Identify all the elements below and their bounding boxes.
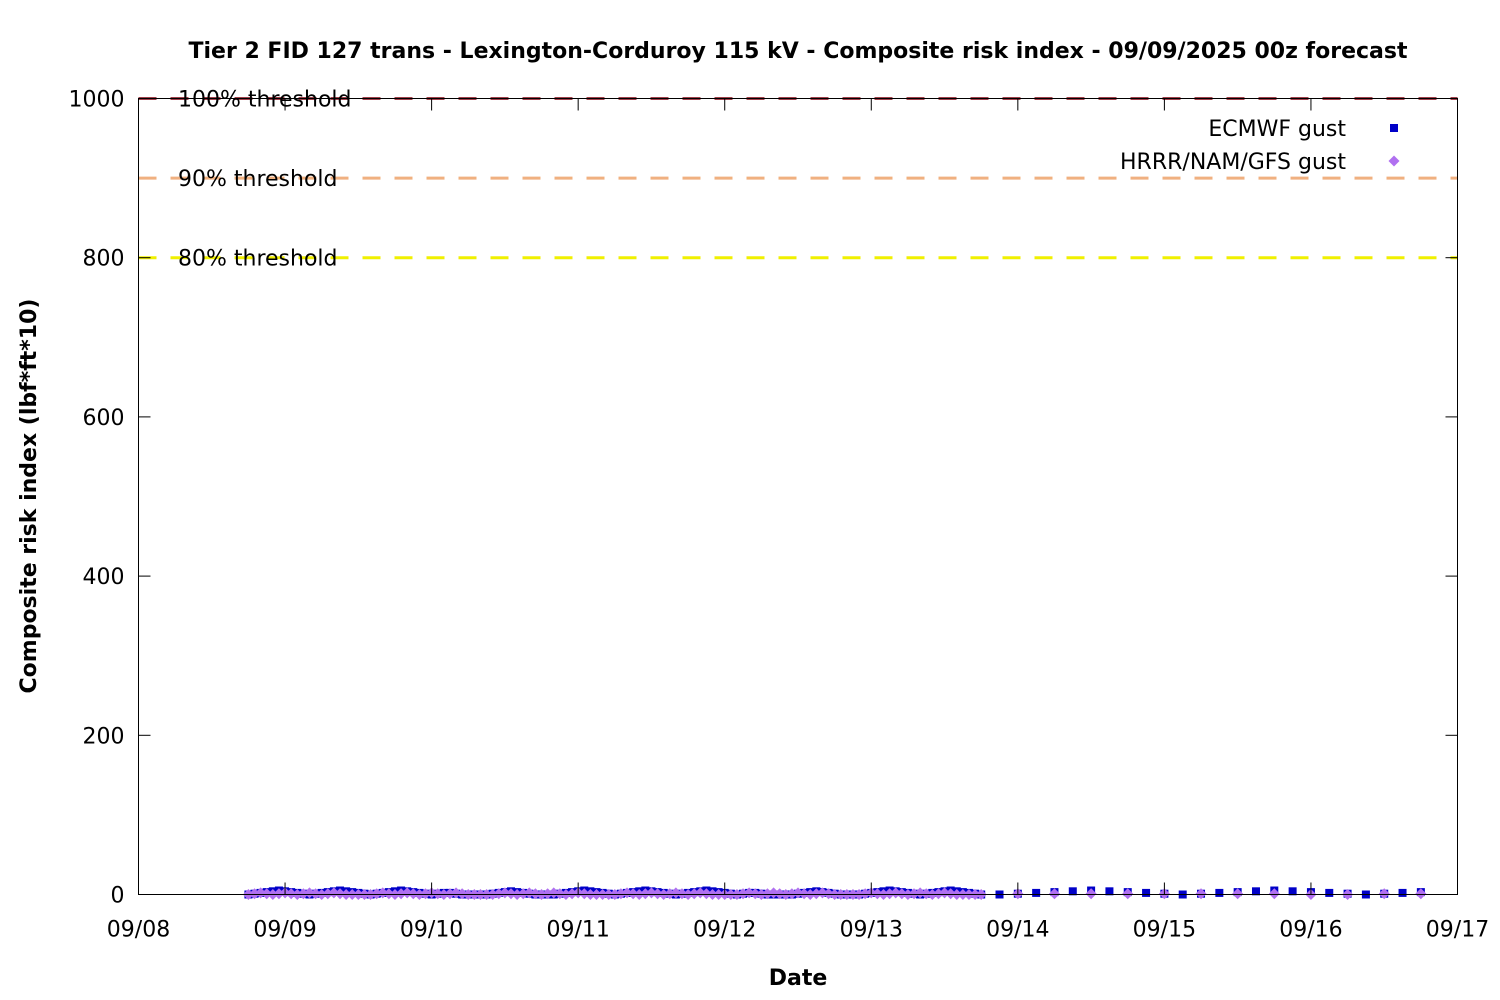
ecmwf-point: [1032, 888, 1041, 897]
x-tick-label: 09/08: [107, 918, 170, 943]
legend-label: ECMWF gust: [1208, 117, 1346, 142]
ecmwf-point: [1325, 888, 1334, 897]
hrrr-point: [1415, 888, 1427, 900]
threshold-label: 80% threshold: [178, 247, 338, 272]
ecmwf-point: [1105, 887, 1114, 896]
y-tick-label: 200: [83, 724, 125, 749]
x-axis: 09/08 09/09 09/10 09/11 09/12 09/13 09/14 09/15…: [107, 98, 1489, 943]
y-tick-label: 600: [83, 406, 125, 431]
chart-title: Tier 2 FID 127 trans - Lexington-Corduro…: [188, 39, 1408, 64]
ecmwf-point: [1398, 888, 1407, 897]
y-tick-label: 400: [83, 565, 125, 590]
threshold-label: 100% threshold: [178, 88, 352, 113]
x-tick-label: 09/17: [1426, 918, 1489, 943]
x-tick-label: 09/11: [546, 918, 609, 943]
y-tick-label: 1000: [69, 88, 125, 113]
ecmwf-point: [1251, 887, 1260, 896]
x-tick-label: 09/15: [1133, 918, 1196, 943]
hrrr-point: [249, 888, 261, 900]
data-points: [242, 886, 1427, 900]
hrrr-point: [1268, 888, 1280, 900]
x-tick-label: 09/13: [840, 918, 903, 943]
hrrr-point: [1378, 888, 1390, 900]
y-tick-label: 0: [111, 884, 125, 909]
x-axis-label: Date: [769, 966, 828, 991]
legend: ECMWF gust HRRR/NAM/GFS gust: [1120, 117, 1400, 175]
y-axis: 0 200 400 600 800 1000: [69, 88, 1458, 909]
hrrr-point: [1122, 888, 1134, 900]
ecmwf-point: [1390, 124, 1398, 132]
y-tick-label: 800: [83, 247, 125, 272]
threshold-label: 90% threshold: [178, 167, 338, 192]
x-tick-label: 09/16: [1279, 918, 1342, 943]
x-tick-label: 09/14: [986, 918, 1049, 943]
y-axis-label: Composite risk index (lbf*ft*10): [17, 299, 42, 694]
hrrr-point: [1048, 888, 1060, 900]
ecmwf-point: [1288, 887, 1297, 896]
x-tick-label: 09/09: [253, 918, 316, 943]
legend-label: HRRR/NAM/GFS gust: [1120, 150, 1346, 175]
x-tick-label: 09/12: [693, 918, 756, 943]
ecmwf-point: [1142, 888, 1151, 897]
hrrr-point: [1085, 888, 1097, 900]
threshold-lines: 100% threshold 90% threshold 80% threshold: [138, 88, 1458, 272]
hrrr-point: [1232, 888, 1244, 900]
hrrr-point: [1388, 155, 1400, 167]
plot-frame: [138, 98, 1458, 895]
ecmwf-point: [1215, 888, 1224, 897]
ecmwf-point: [1068, 887, 1077, 896]
x-tick-label: 09/10: [400, 918, 463, 943]
hrrr-point: [1195, 888, 1207, 900]
